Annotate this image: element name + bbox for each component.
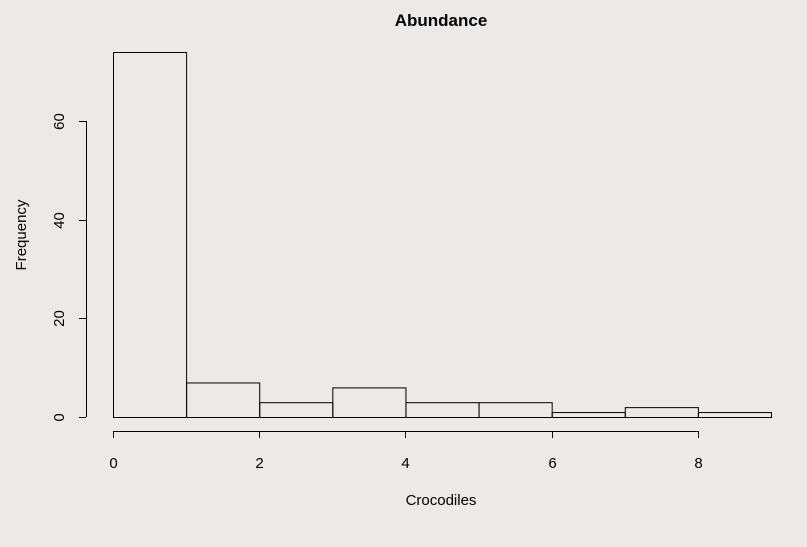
x-tick-label-4: 8 — [694, 455, 702, 472]
x-tick-label-3: 6 — [548, 455, 556, 472]
x-tick-label-1: 2 — [255, 455, 263, 472]
x-tick-label-2: 4 — [401, 455, 409, 472]
y-axis: 0 20 40 60 — [51, 113, 87, 422]
chart-title: Abundance — [395, 11, 488, 30]
histogram-bar-6 — [551, 412, 626, 418]
histogram-bar-3 — [332, 387, 407, 418]
bars-group — [113, 52, 773, 418]
y-tick-label-0: 0 — [51, 413, 68, 421]
y-tick-label-3: 60 — [51, 113, 68, 130]
histogram-bar-0 — [113, 52, 188, 418]
x-axis: 0 2 4 6 8 — [109, 431, 703, 472]
y-tick-label-1: 20 — [51, 310, 68, 327]
y-axis-title: Frequency — [13, 199, 30, 270]
histogram-bar-2 — [259, 402, 334, 418]
x-axis-title: Crocodiles — [406, 492, 477, 509]
histogram-bar-7 — [624, 407, 699, 418]
histogram-bar-4 — [405, 402, 480, 418]
histogram-bar-1 — [186, 382, 261, 418]
histogram-bar-8 — [697, 412, 773, 418]
y-tick-label-2: 40 — [51, 212, 68, 229]
x-tick-label-0: 0 — [109, 455, 117, 472]
histogram-bar-5 — [478, 402, 553, 418]
